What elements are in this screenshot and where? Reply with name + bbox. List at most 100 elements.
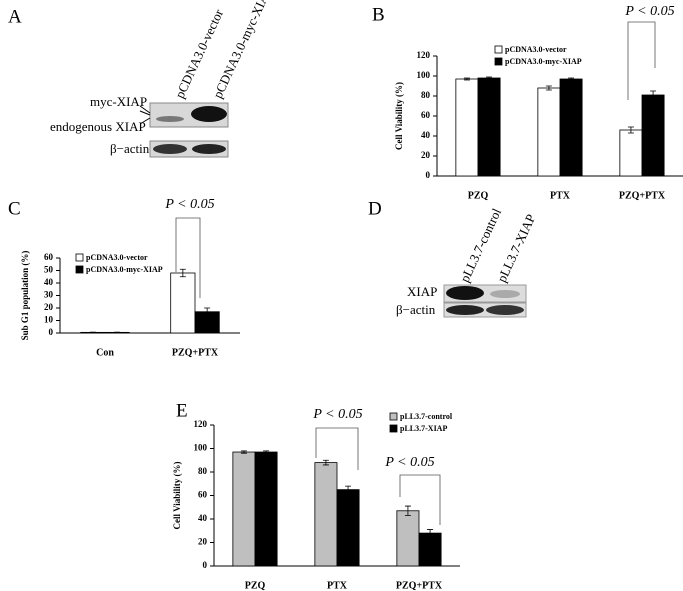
error-bar — [179, 268, 186, 278]
annotation: P < 0.05 — [624, 4, 674, 19]
panel-label: D — [368, 198, 382, 219]
error-bar — [89, 331, 96, 334]
legend-swatch — [494, 45, 503, 54]
y-tick-label: 40 — [421, 130, 431, 140]
y-tick-label: 100 — [194, 443, 208, 453]
blot-band — [191, 106, 227, 122]
row-label: β−actin — [396, 302, 436, 317]
legend-label: pCDNA3.0-vector — [505, 45, 567, 54]
bar — [559, 78, 583, 177]
row-label: β−actin — [110, 141, 150, 156]
y-tick-label: 40 — [44, 277, 54, 287]
x-tick-label: PZQ — [468, 190, 489, 201]
x-tick-label: PZQ — [245, 580, 266, 591]
row-label: XIAP — [407, 284, 437, 299]
error-bar — [204, 307, 211, 316]
error-bar — [650, 90, 657, 100]
bar — [336, 489, 360, 567]
blot-band — [490, 290, 520, 298]
significance-bracket — [315, 427, 359, 470]
y-axis-label: Cell Viability (%) — [394, 82, 404, 150]
y-tick-label: 0 — [49, 327, 54, 337]
error-bar — [322, 459, 329, 466]
pointer — [139, 105, 151, 114]
legend-label: pLL3.7-control — [400, 412, 453, 421]
legend-label: pLL3.7-XIAP — [400, 424, 447, 433]
y-tick-label: 10 — [44, 315, 54, 325]
x-tick-label: PZQ+PTX — [172, 347, 219, 358]
y-tick-label: 50 — [44, 265, 54, 275]
pointer — [139, 110, 151, 116]
significance-bracket — [399, 474, 441, 525]
bar — [314, 462, 338, 567]
row-label: endogenous XIAP — [50, 119, 146, 134]
x-tick-label: PTX — [327, 580, 348, 591]
row-label: myc-XIAP — [90, 94, 147, 109]
pointer — [139, 117, 151, 125]
panel-label: E — [176, 400, 188, 421]
y-axis-label: Sub G1 population (%) — [20, 251, 30, 341]
blot-band — [446, 305, 484, 315]
y-tick-label: 80 — [421, 90, 431, 100]
y-tick-label: 80 — [198, 466, 208, 476]
y-tick-label: 100 — [417, 70, 431, 80]
error-bar — [345, 485, 352, 494]
x-tick-label: Con — [96, 347, 114, 358]
bar — [232, 451, 256, 567]
legend-label: pCDNA3.0-vector — [86, 253, 148, 262]
error-bar — [427, 529, 434, 538]
error-bar — [463, 77, 470, 81]
y-tick-label: 60 — [198, 490, 208, 500]
bar — [170, 272, 196, 334]
legend-swatch — [75, 265, 84, 274]
legend-label: pCDNA3.0-myc-XIAP — [505, 57, 582, 66]
bar — [537, 87, 561, 177]
x-tick-label: PZQ+PTX — [396, 580, 443, 591]
error-bar — [114, 331, 121, 334]
error-bar — [568, 77, 575, 81]
legend-swatch — [389, 424, 398, 433]
significance-bracket — [175, 217, 201, 298]
y-tick-label: 120 — [194, 419, 208, 429]
blot-band — [153, 144, 187, 154]
y-tick-label: 20 — [421, 150, 431, 160]
error-bar — [240, 450, 247, 454]
panel-label: A — [8, 6, 22, 27]
legend-swatch — [494, 57, 503, 66]
legend-label: pCDNA3.0-myc-XIAP — [86, 265, 163, 274]
significance-bracket — [627, 21, 656, 100]
bar — [477, 77, 501, 177]
x-tick-label: PTX — [550, 190, 571, 201]
y-tick-label: 30 — [44, 290, 54, 300]
panel-label: B — [372, 4, 385, 25]
bar — [619, 129, 643, 177]
annotation: P < 0.05 — [164, 197, 214, 212]
bar — [455, 78, 479, 177]
error-bar — [263, 450, 270, 454]
y-tick-label: 20 — [44, 302, 54, 312]
y-tick-label: 20 — [198, 537, 208, 547]
y-tick-label: 0 — [426, 170, 431, 180]
annotation: P < 0.05 — [312, 407, 362, 422]
legend-swatch — [389, 412, 398, 421]
error-bar — [627, 126, 634, 134]
y-tick-label: 40 — [198, 513, 208, 523]
y-tick-label: 0 — [203, 560, 208, 570]
y-tick-label: 120 — [417, 50, 431, 60]
blot-band — [156, 116, 184, 122]
x-tick-label: PZQ+PTX — [619, 190, 666, 201]
panel-label: C — [8, 198, 21, 219]
bar — [254, 451, 278, 567]
blot-band — [446, 286, 484, 300]
annotation: P < 0.05 — [384, 455, 434, 470]
bar — [641, 94, 665, 177]
bar — [396, 510, 420, 567]
y-axis-label: Cell Viability (%) — [172, 462, 182, 530]
error-bar — [486, 76, 493, 80]
y-tick-label: 60 — [44, 252, 54, 262]
bar — [418, 532, 442, 567]
error-bar — [404, 505, 411, 516]
lane-label: pLL3.7-XIAP — [494, 212, 539, 285]
blot-band — [486, 305, 524, 315]
